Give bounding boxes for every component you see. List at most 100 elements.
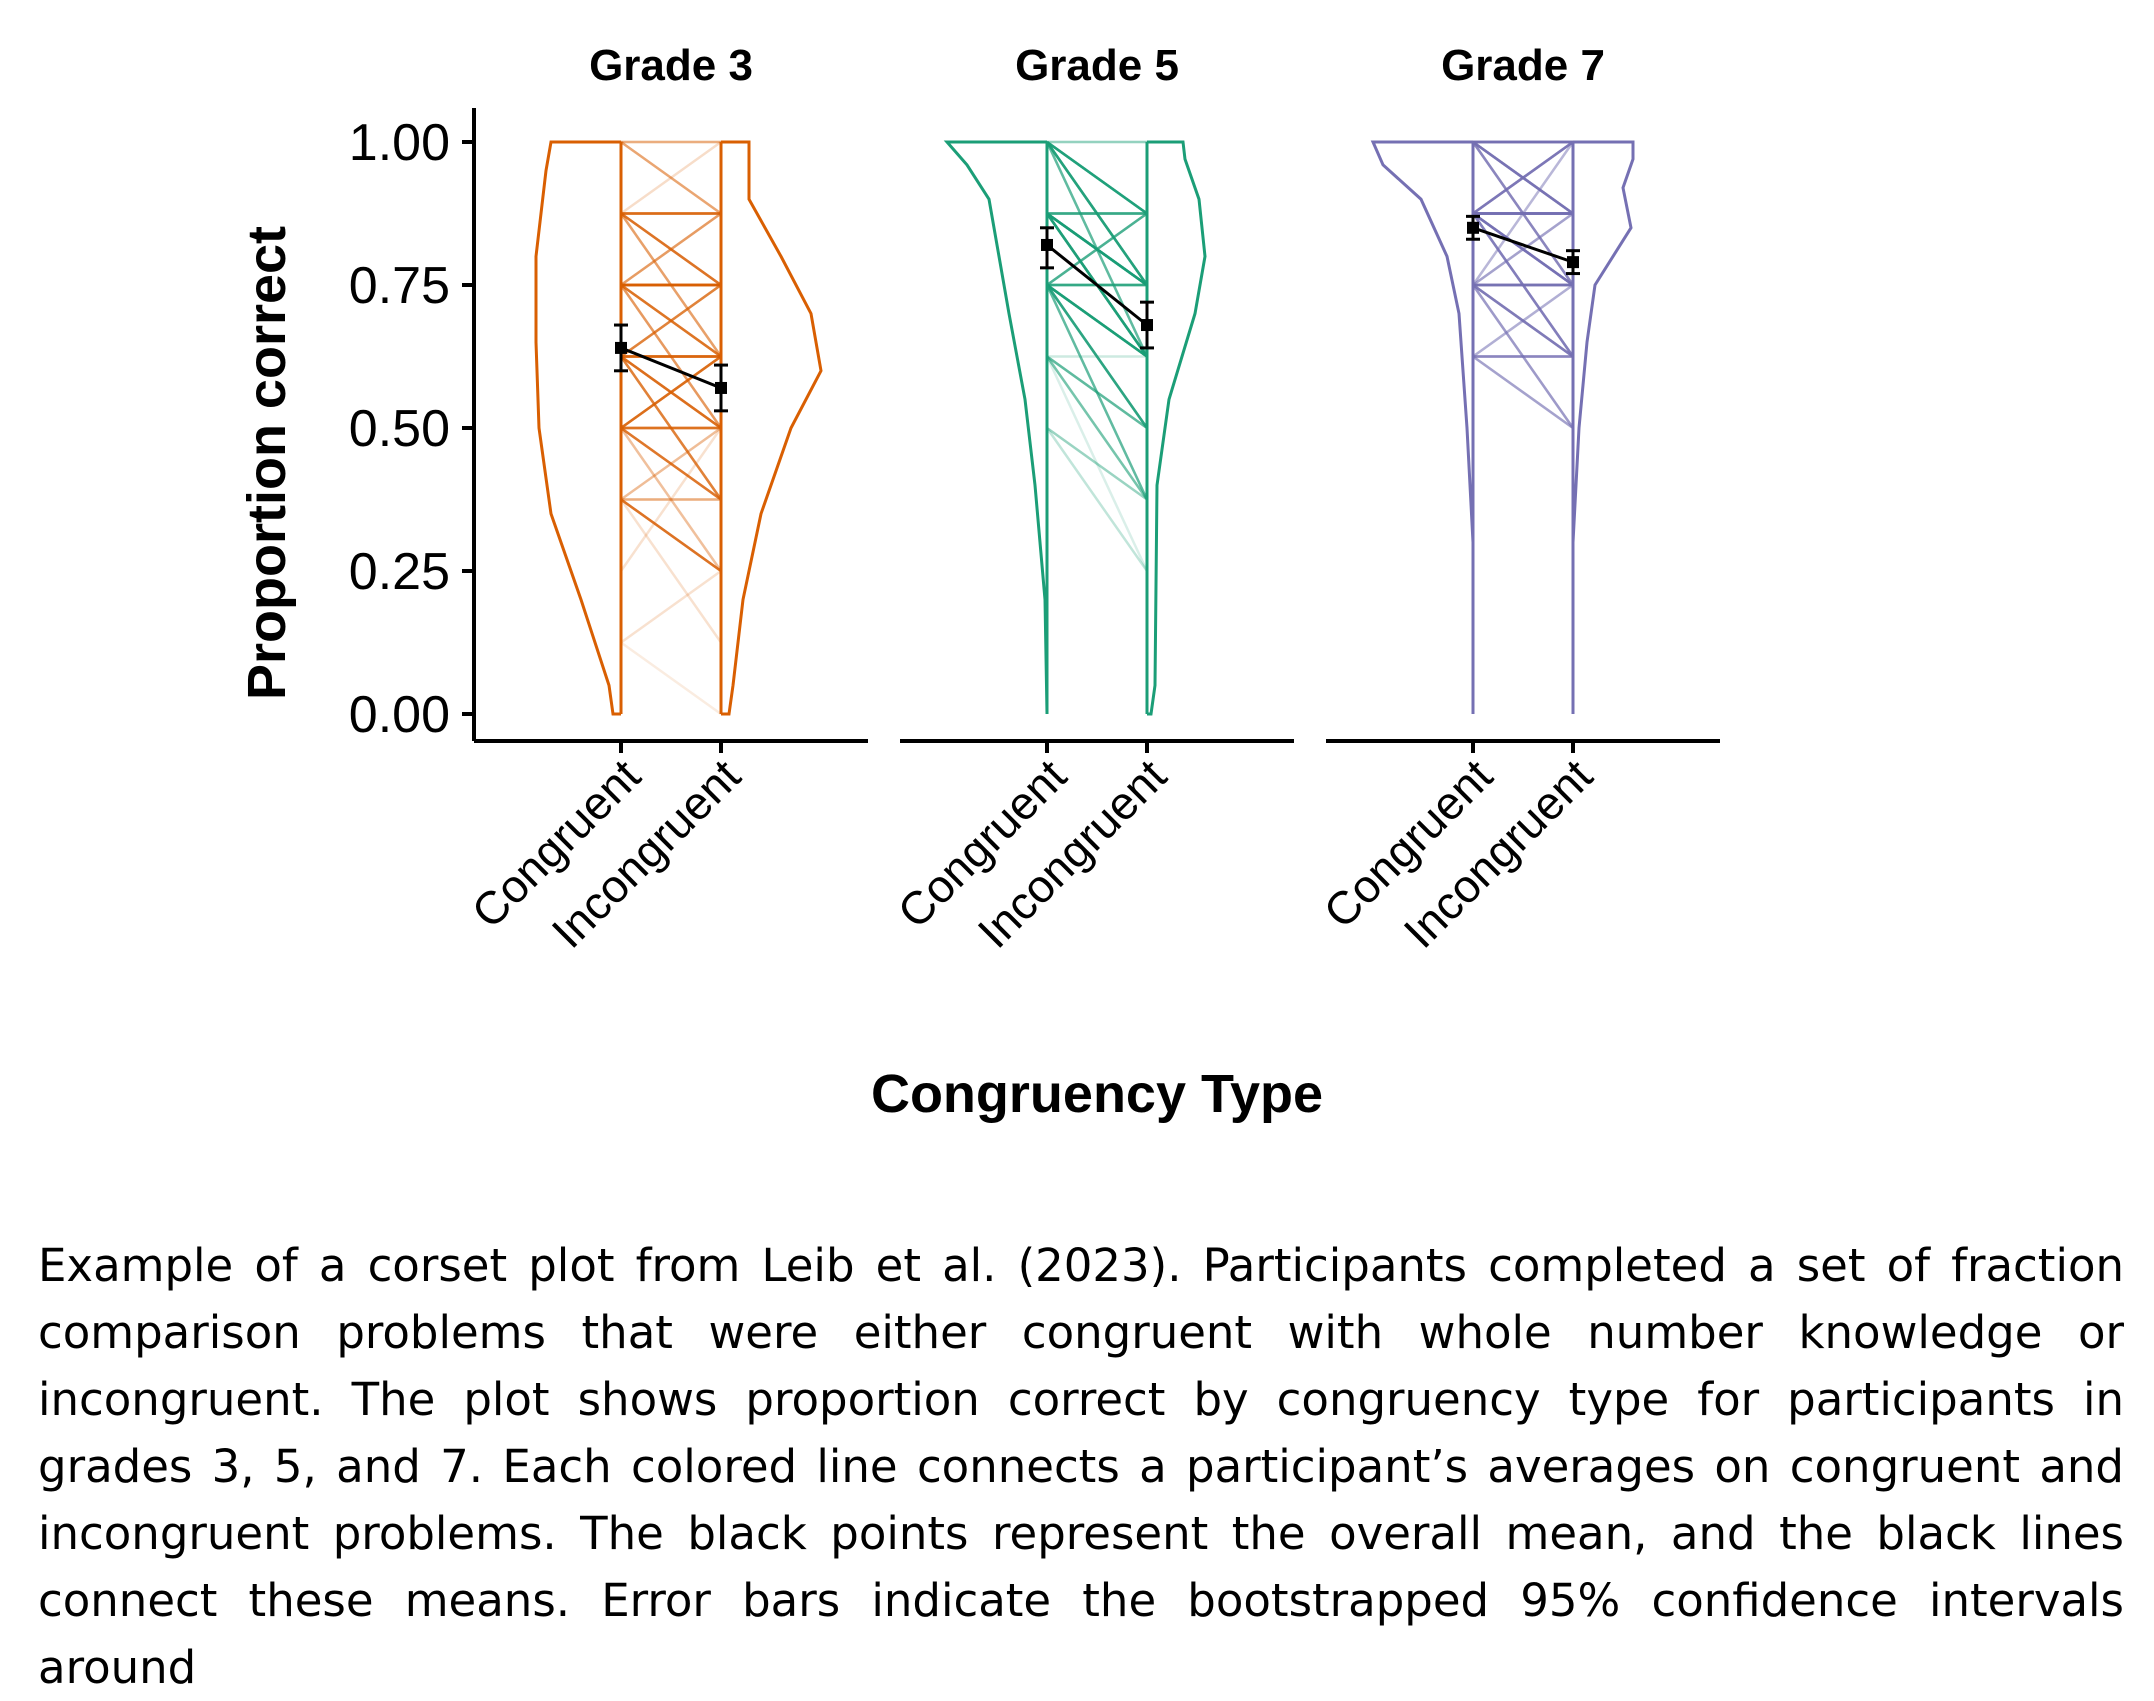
participant-line [1472,212,1574,287]
participant-line [620,426,722,501]
participant-line [1471,284,1575,429]
participant-line [1472,212,1574,287]
participant-line [1046,140,1148,215]
participant-line [619,355,723,501]
participant-line [1472,140,1574,215]
participant-line [1046,355,1148,430]
participant-line [1472,212,1574,287]
participant-line [619,212,723,358]
participant-line [1472,140,1574,215]
participant-line [1472,212,1574,287]
participant-line [620,355,722,430]
participant-line [1472,140,1574,215]
participant-line [620,355,722,430]
mean-point-congruent [1467,221,1479,234]
participant-lines [619,140,723,716]
participant-line [1472,140,1574,215]
participant-line [1046,212,1148,287]
participant-line [1045,284,1149,501]
participant-line [1046,212,1148,287]
participant-line [1045,141,1149,286]
participant-line [1045,141,1149,286]
participant-line [1045,141,1149,286]
participant-line [1046,140,1148,215]
participant-line [620,355,722,430]
participant-line [1471,212,1575,358]
participant-line [620,498,722,573]
participant-line [1045,141,1149,286]
participant-line [1472,140,1574,215]
x-axis-title: Congruency Type [871,1064,1323,1124]
participant-line [1046,283,1148,358]
participant-line [1046,212,1148,287]
participant-line [1046,212,1148,287]
participant-line [1472,283,1574,358]
participant-lines [1471,140,1575,430]
participant-line [620,355,722,430]
participant-line [1471,284,1575,429]
participant-line [1046,212,1148,287]
participant-line [1045,427,1149,572]
participant-line [1046,140,1148,215]
participant-line [620,426,722,501]
participant-line [1471,212,1575,358]
participant-line [1046,212,1148,287]
violin-congruent [534,140,621,716]
participant-line [1045,284,1149,429]
participant-line [1045,355,1149,501]
participant-line [1472,212,1574,287]
participant-line [620,283,722,358]
participant-line [1471,141,1575,286]
participant-line [1046,283,1148,358]
participant-line [1472,140,1574,215]
participant-line [1045,141,1149,358]
participant-line [619,355,723,501]
participant-line [1045,355,1149,501]
participant-line [1046,140,1148,215]
participant-line [620,283,722,358]
participant-line [1472,212,1574,287]
participant-line [1472,283,1574,358]
participant-line [1471,284,1575,429]
panel-title: Grade 5 [1015,41,1179,90]
participant-line [1045,284,1149,429]
participant-line [619,355,723,501]
y-tick-label: 1.00 [349,114,450,172]
participant-line [1472,212,1574,287]
participant-line [1045,141,1149,286]
participant-line [620,212,722,287]
participant-line [620,641,722,716]
violin-incongruent [1571,140,1635,714]
participant-line [1046,212,1148,287]
participant-line [1471,141,1575,286]
participant-line [1046,283,1148,358]
participant-line [1046,283,1148,358]
participant-line [1471,284,1575,429]
participant-line [1046,212,1148,287]
participant-line [1471,212,1575,358]
participant-line [620,426,722,501]
participant-line [1046,212,1148,287]
participant-line [1472,140,1574,215]
participant-line [1046,212,1148,287]
participant-line [1472,212,1574,287]
participant-line [1471,141,1575,286]
participant-line [1472,212,1574,287]
participant-line [1472,355,1574,430]
participant-line [1472,140,1574,215]
mean-line [1046,243,1148,327]
participant-line [1046,283,1148,358]
participant-line [1472,140,1574,215]
participant-line [1472,140,1574,215]
participant-line [1045,284,1149,501]
participant-line [1046,283,1148,358]
participant-line [1472,140,1574,215]
participant-line [1472,140,1574,215]
participant-line [1046,283,1148,358]
participant-line [1472,212,1574,287]
mean-point-congruent [1041,238,1053,251]
participant-line [1046,283,1148,358]
